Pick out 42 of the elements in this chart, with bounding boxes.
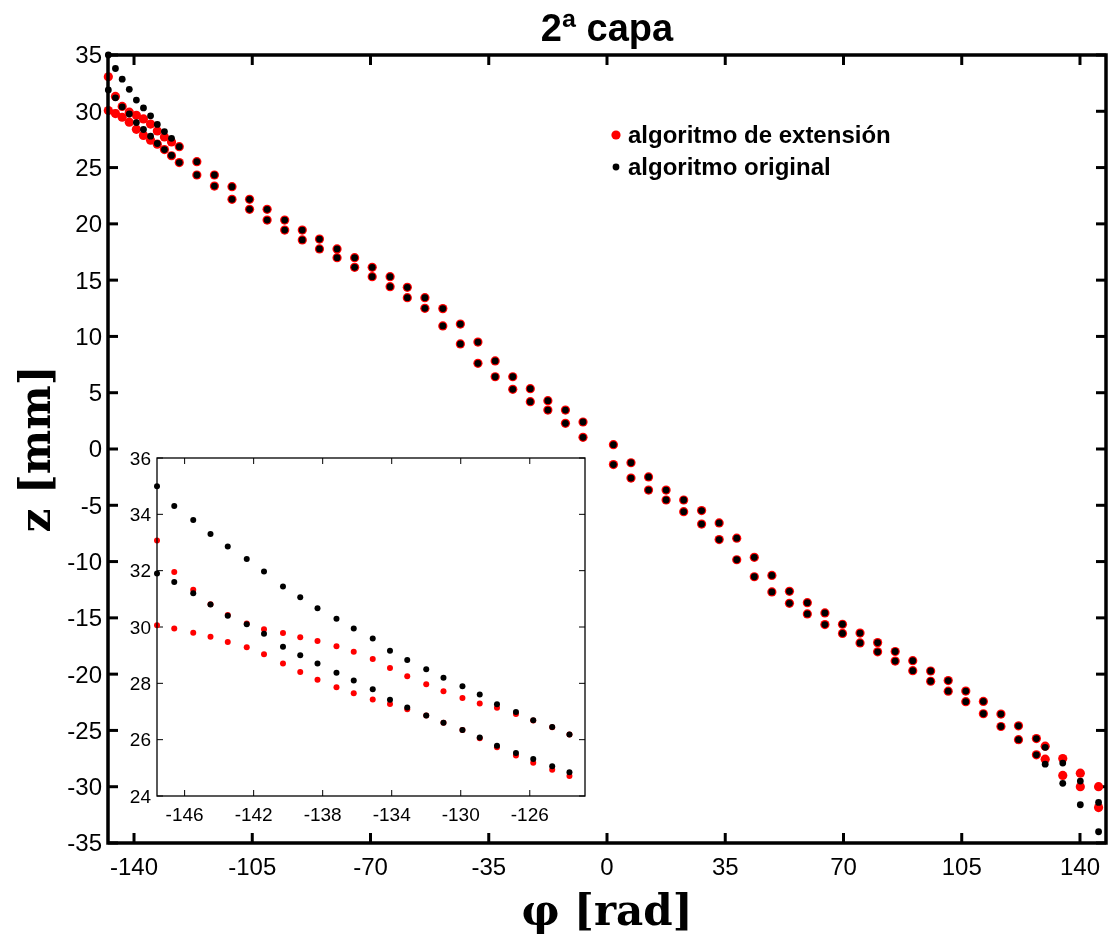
x-axis-title: φ [rad] <box>521 886 693 935</box>
y-axis-title: z [mm] <box>11 365 60 533</box>
y-tick-label: 5 <box>88 379 102 407</box>
x-tick-label: 140 <box>1059 853 1101 880</box>
y-tick-label: 36 <box>129 447 151 469</box>
x-tick-label: -134 <box>372 804 412 825</box>
y-tick-label: -20 <box>67 660 102 688</box>
y-tick-label: 24 <box>129 785 152 807</box>
y-tick-label: 30 <box>75 97 102 125</box>
y-tick-label: 32 <box>129 560 151 582</box>
y-tick-label: 28 <box>129 672 151 694</box>
y-tick-label: 34 <box>129 503 152 525</box>
x-tick-label: -130 <box>441 804 480 825</box>
y-tick-label: 35 <box>75 41 102 69</box>
x-tick-label: -142 <box>234 804 273 825</box>
x-tick-label: 0 <box>600 853 614 880</box>
y-tick-label: 25 <box>75 153 102 181</box>
y-tick-label: -10 <box>67 547 102 575</box>
y-tick-label: 0 <box>88 435 102 463</box>
x-tick-label: -126 <box>510 804 549 825</box>
y-tick-label: 20 <box>75 210 102 238</box>
y-tick-label: -30 <box>67 773 102 801</box>
x-tick-label: -138 <box>303 804 342 825</box>
y-tick-label: -25 <box>67 716 102 744</box>
x-tick-label: -105 <box>228 853 277 880</box>
x-tick-label: -70 <box>353 853 388 880</box>
legend-label: algoritmo original <box>628 153 831 180</box>
y-tick-label: 26 <box>129 729 151 751</box>
y-tick-label: 30 <box>129 616 151 638</box>
y-tick-label: -5 <box>80 491 102 519</box>
y-tick-label: -15 <box>67 604 102 632</box>
x-tick-label: 105 <box>941 853 982 880</box>
legend-label: algoritmo de extensión <box>628 121 891 148</box>
chart-title: 2ª capa <box>540 7 675 49</box>
x-tick-label: -140 <box>109 853 159 880</box>
x-tick-label: -146 <box>165 804 204 825</box>
y-tick-label: 15 <box>75 266 102 294</box>
y-tick-label: -35 <box>67 829 102 857</box>
y-tick-label: 10 <box>75 322 102 350</box>
x-tick-label: 70 <box>830 853 857 880</box>
x-tick-label: -35 <box>471 853 507 880</box>
x-tick-label: 35 <box>711 853 739 880</box>
